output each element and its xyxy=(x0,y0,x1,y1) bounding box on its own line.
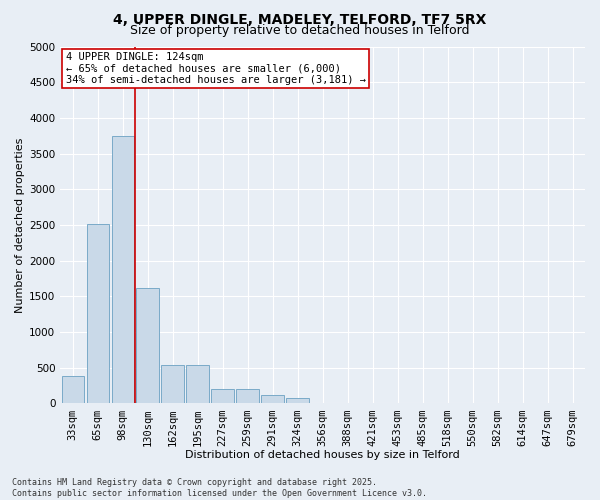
Y-axis label: Number of detached properties: Number of detached properties xyxy=(15,138,25,312)
Text: Contains HM Land Registry data © Crown copyright and database right 2025.
Contai: Contains HM Land Registry data © Crown c… xyxy=(12,478,427,498)
Bar xyxy=(86,224,109,404)
Bar xyxy=(161,365,184,404)
Bar xyxy=(136,288,159,404)
Bar xyxy=(211,389,234,404)
Text: Size of property relative to detached houses in Telford: Size of property relative to detached ho… xyxy=(130,24,470,37)
X-axis label: Distribution of detached houses by size in Telford: Distribution of detached houses by size … xyxy=(185,450,460,460)
Text: 4 UPPER DINGLE: 124sqm
← 65% of detached houses are smaller (6,000)
34% of semi-: 4 UPPER DINGLE: 124sqm ← 65% of detached… xyxy=(65,52,365,85)
Bar xyxy=(187,365,209,404)
Bar xyxy=(62,376,84,404)
Bar xyxy=(262,395,284,404)
Bar xyxy=(112,136,134,404)
Bar xyxy=(286,398,309,404)
Text: 4, UPPER DINGLE, MADELEY, TELFORD, TF7 5RX: 4, UPPER DINGLE, MADELEY, TELFORD, TF7 5… xyxy=(113,12,487,26)
Bar xyxy=(236,389,259,404)
